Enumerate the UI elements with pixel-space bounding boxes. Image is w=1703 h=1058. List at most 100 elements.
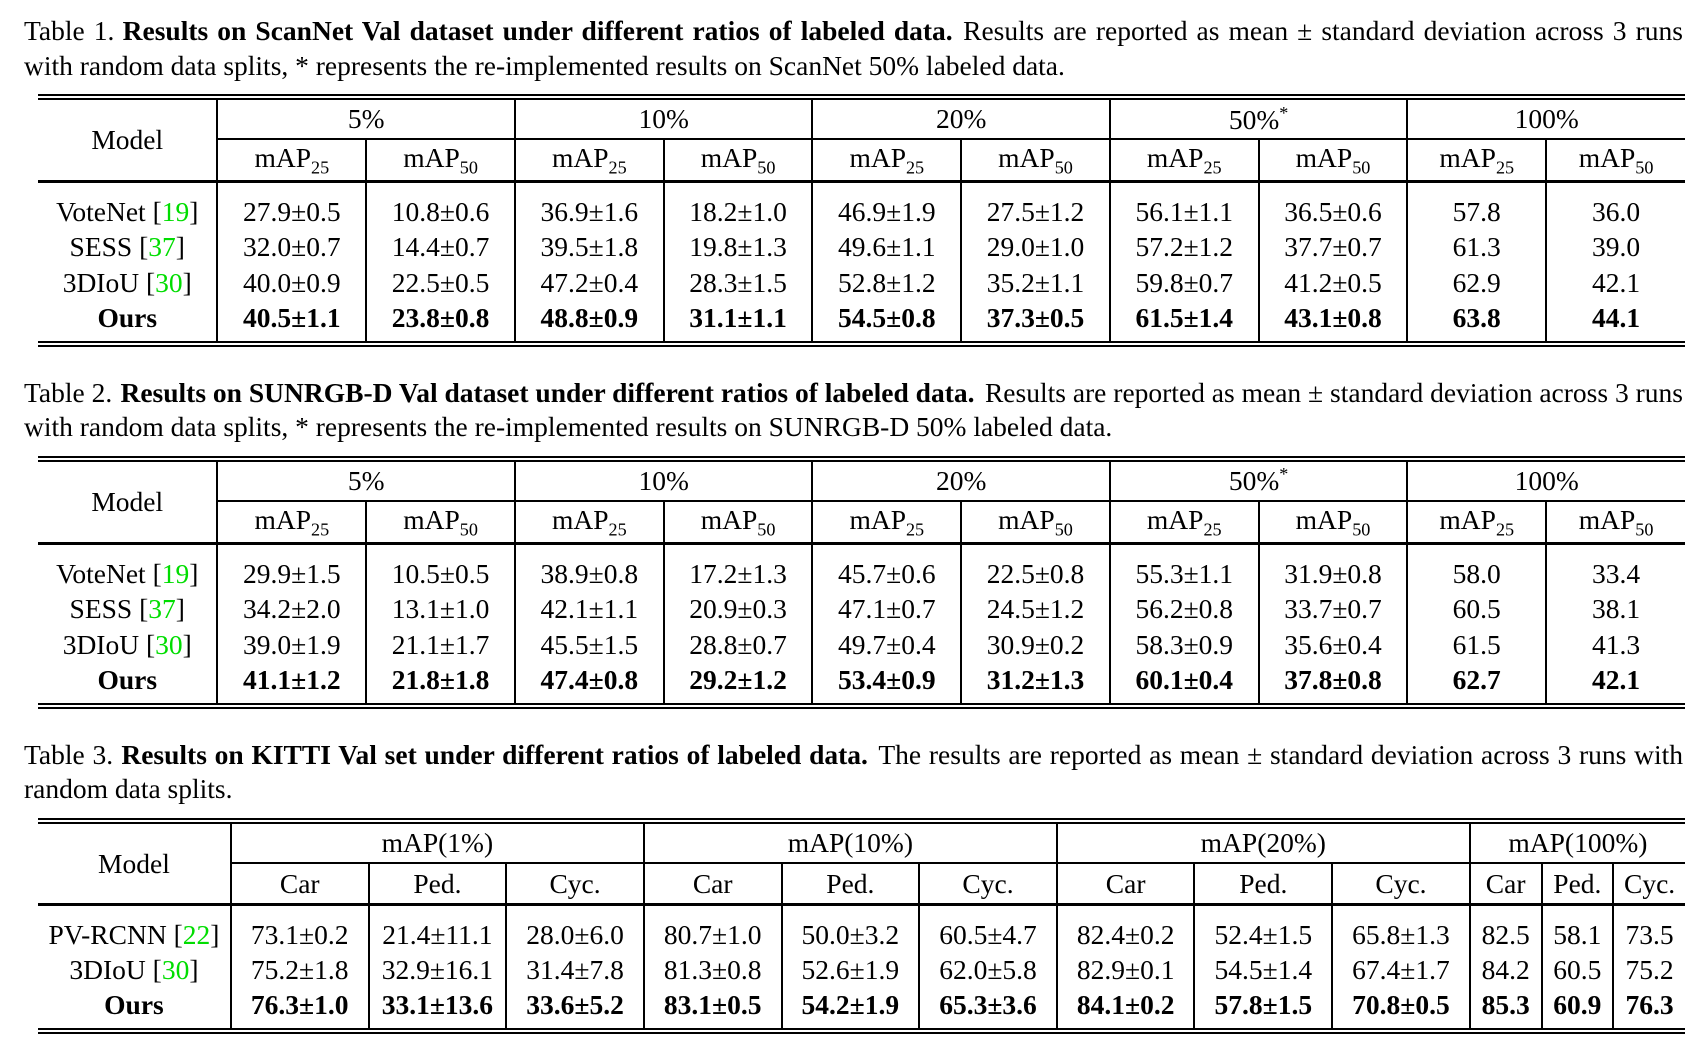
metric-name: mAP <box>403 503 460 535</box>
metric-value-cell: 21.1±1.7 <box>365 626 515 663</box>
metric-subscript: 50 <box>1352 157 1371 178</box>
group-label: 100% <box>1514 465 1579 497</box>
metric-subscript: 25 <box>1203 519 1222 540</box>
metric-value-cell: 57.8 <box>1406 181 1547 229</box>
metric-subheader: Ped. <box>1540 862 1614 907</box>
model-cell: VoteNet [19] <box>38 543 217 591</box>
metric-value-cell: 35.2±1.1 <box>960 264 1110 301</box>
citation-ref[interactable]: 19 <box>161 195 190 227</box>
group-label: mAP(20%) <box>1200 826 1326 858</box>
metric-name: mAP <box>1295 141 1353 173</box>
metric-value-cell: 57.8±1.5 <box>1193 988 1333 1032</box>
metric-subheader: Cyc. <box>1612 862 1685 907</box>
metric-value-cell: 61.5±1.4 <box>1108 300 1259 344</box>
metric-value-cell: 39.0±1.9 <box>216 626 367 663</box>
metric-value-cell: 32.0±0.7 <box>216 228 367 265</box>
metric-value-cell: 76.3 <box>1612 988 1685 1032</box>
metric-value-cell: 75.2 <box>1612 952 1685 989</box>
caption-title: Results on ScanNet Val dataset under dif… <box>122 15 953 46</box>
asterisk-superscript: * <box>1279 102 1289 123</box>
group-label: 50% <box>1228 465 1280 497</box>
metric-value-cell: 76.3±1.0 <box>229 988 369 1032</box>
metric-value-cell: 50.0±3.2 <box>780 904 920 953</box>
metric-value-cell: 60.5 <box>1406 590 1547 627</box>
metric-name: Ped. <box>1553 867 1602 899</box>
metric-value-cell: 22.5±0.8 <box>960 543 1110 591</box>
metric-subscript: 50 <box>1635 519 1654 540</box>
metric-value-cell: 84.2 <box>1468 952 1542 989</box>
metric-subscript: 25 <box>905 157 925 178</box>
citation-ref[interactable]: 37 <box>148 592 176 624</box>
metric-subheader: mAP25 <box>513 501 664 545</box>
model-name: Ours <box>104 989 164 1021</box>
metric-value-cell: 47.1±0.7 <box>811 590 962 627</box>
metric-value-cell: 82.9±0.1 <box>1055 952 1195 989</box>
metric-value-cell: 33.1±13.6 <box>367 988 507 1032</box>
citation-ref[interactable]: 30 <box>155 266 183 298</box>
metric-name: mAP <box>849 503 906 535</box>
group-label: 10% <box>638 103 689 135</box>
metric-value-cell: 62.7 <box>1406 662 1547 706</box>
metric-value-cell: 33.6±5.2 <box>505 988 644 1032</box>
citation-bracket-close: ] <box>182 628 192 660</box>
metric-value-cell: 58.1 <box>1540 904 1614 953</box>
metric-value-cell: 47.2±0.4 <box>513 264 664 301</box>
metric-subheader: mAP25 <box>216 501 367 545</box>
table3-caption: Table 3. Results on KITTI Val set under d… <box>24 738 1683 807</box>
model-cell: Ours <box>38 301 217 344</box>
table-row: SESS [37] 34.2±2.0 13.1±1.0 42.1±1.1 20.9±0.… <box>38 590 1685 627</box>
metric-value-cell: 54.5±0.8 <box>811 300 962 344</box>
caption-text: The results are reported as mean ± stand… <box>24 738 1683 805</box>
metric-subscript: 50 <box>459 157 478 178</box>
metric-subscript: 25 <box>311 519 330 540</box>
metric-value-cell: 61.5 <box>1406 626 1547 663</box>
group-label: 20% <box>935 103 987 135</box>
metric-name: Car <box>1105 867 1146 899</box>
citation-ref[interactable]: 30 <box>161 954 190 986</box>
citation-ref[interactable]: 19 <box>161 557 190 589</box>
metric-subscript: 50 <box>1054 157 1073 178</box>
ratio-group-header: 10% <box>513 459 813 503</box>
citation-ref[interactable]: 37 <box>148 230 176 262</box>
citation-ref[interactable]: 30 <box>155 628 183 660</box>
metric-value-cell: 54.5±1.4 <box>1193 952 1333 989</box>
model-cell: Ours <box>38 988 231 1031</box>
metric-value-cell: 29.2±1.2 <box>662 662 813 706</box>
caption-label: Table 1. <box>24 15 115 46</box>
paper-page: Table 1. Results on ScanNet Val dataset u… <box>24 14 1685 1035</box>
metric-subheader: Ped. <box>367 862 507 907</box>
citation-bracket-close: ] <box>189 195 199 227</box>
metric-name: mAP <box>1439 503 1496 535</box>
metric-name: Cyc. <box>549 867 601 899</box>
metric-name: mAP <box>700 141 758 173</box>
citation-ref[interactable]: 22 <box>182 919 211 951</box>
metric-subheader: mAP50 <box>662 501 813 545</box>
metric-value-cell: 60.5±4.7 <box>918 904 1057 953</box>
caption-label: Table 3. <box>24 738 114 770</box>
metric-value-cell: 36.9±1.6 <box>513 181 664 229</box>
table-row: Ours 76.3±1.0 33.1±13.6 33.6±5.2 83.1±0.5 54.… <box>38 988 1685 1032</box>
caption-text: Results are reported as mean ± standard … <box>24 376 1683 443</box>
metric-name: mAP <box>403 141 460 173</box>
metric-subheader: mAP25 <box>1108 139 1259 183</box>
ratio-group-header: 50%* <box>1108 459 1408 503</box>
metric-value-cell: 42.1 <box>1545 264 1685 301</box>
table-row: PV-RCNN [22] 73.1±0.2 21.4±11.1 28.0±6.0 80.… <box>38 904 1685 953</box>
model-name: SESS <box>69 230 133 262</box>
model-name: Ours <box>97 663 158 695</box>
metric-value-cell: 57.2±1.2 <box>1108 228 1259 265</box>
metric-value-cell: 75.2±1.8 <box>229 952 369 989</box>
metric-subscript: 25 <box>1203 157 1222 178</box>
results-table: Model 5% 10% 20% 50%* 100% mAP25 mAP50 mAP25 mAP5… <box>38 456 1685 709</box>
metric-value-cell: 28.3±1.5 <box>662 264 813 301</box>
metric-name: Ped. <box>413 867 462 899</box>
model-name: 3DIoU <box>62 628 140 660</box>
citation-bracket-open: [ <box>152 954 162 986</box>
citation-bracket-open: [ <box>145 628 156 660</box>
metric-value-cell: 38.9±0.8 <box>513 543 664 591</box>
metric-value-cell: 31.2±1.3 <box>960 662 1110 706</box>
table-row: VoteNet [19] 27.9±0.5 10.8±0.6 36.9±1.6 18.2… <box>38 181 1685 229</box>
metric-value-cell: 36.0 <box>1545 181 1685 229</box>
metric-value-cell: 10.5±0.5 <box>365 543 515 591</box>
table1-caption: Table 1. Results on ScanNet Val dataset u… <box>24 14 1683 83</box>
